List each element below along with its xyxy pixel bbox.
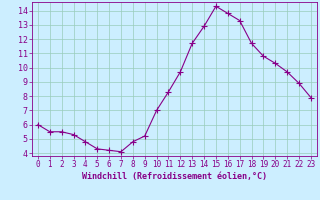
X-axis label: Windchill (Refroidissement éolien,°C): Windchill (Refroidissement éolien,°C) [82,172,267,181]
